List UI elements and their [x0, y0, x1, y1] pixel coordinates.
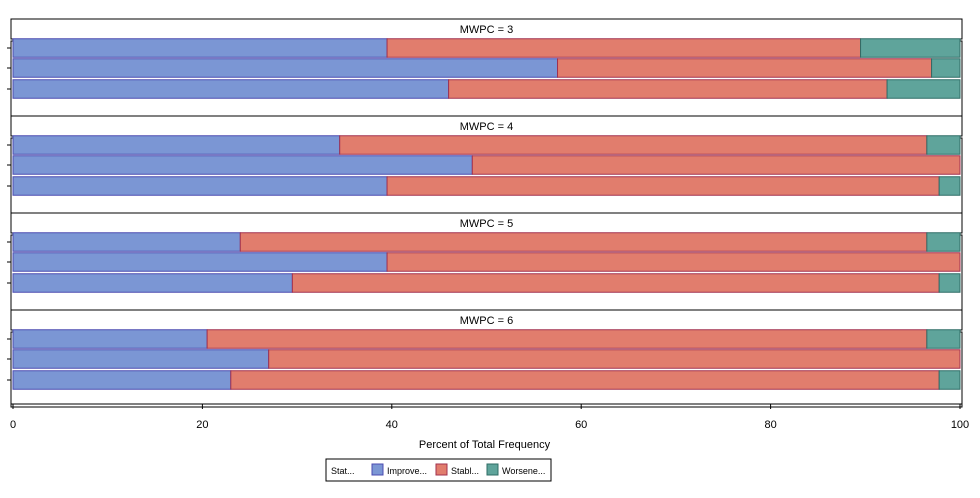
bar-segment: [926, 232, 961, 252]
bar-segment: [557, 58, 933, 78]
bar-segment: [12, 273, 293, 293]
bar-segment: [386, 38, 862, 58]
legend-entry-label: Worsene...: [502, 466, 545, 476]
panel-title: MWPC = 5: [460, 218, 513, 230]
bar-segment: [448, 79, 888, 99]
bar-segment: [12, 38, 388, 58]
bar-segment: [12, 58, 559, 78]
bar-segment: [12, 329, 208, 349]
bar-segment: [230, 370, 940, 390]
bar-segment: [12, 155, 473, 175]
legend-swatch: [486, 463, 499, 476]
panel-title: MWPC = 6: [460, 315, 513, 327]
bar-segment: [926, 135, 961, 155]
bar-segment: [339, 135, 928, 155]
bar-segment: [938, 370, 961, 390]
bar-segment: [886, 79, 961, 99]
bar-segment: [938, 176, 961, 196]
legend-swatch: [435, 463, 448, 476]
bar-segment: [386, 176, 940, 196]
bar-segment: [926, 329, 961, 349]
x-tick-label: 80: [764, 419, 776, 431]
x-tick-label: 20: [196, 419, 208, 431]
x-tick-label: 100: [951, 419, 969, 431]
legend-title: Stat...: [331, 466, 355, 476]
bar-segment: [12, 232, 241, 252]
bar-segment: [12, 135, 341, 155]
bar-segment: [471, 155, 961, 175]
bar-segment: [860, 38, 961, 58]
bar-segment: [239, 232, 928, 252]
legend-entry-label: Improve...: [387, 466, 427, 476]
x-tick-label: 40: [386, 419, 398, 431]
legend-swatch: [371, 463, 384, 476]
x-tick-label: 60: [575, 419, 587, 431]
bar-segment: [938, 273, 961, 293]
bar-segment: [12, 370, 232, 390]
panel-title: MWPC = 3: [460, 24, 513, 36]
x-tick-label: 0: [10, 419, 16, 431]
bar-segment: [206, 329, 928, 349]
bar-segment: [12, 349, 270, 369]
legend-entry-label: Stabl...: [451, 466, 479, 476]
bar-segment: [12, 79, 450, 99]
bar-segment: [386, 252, 961, 272]
bar-segment: [931, 58, 961, 78]
bar-segment: [291, 273, 940, 293]
x-axis-label: Percent of Total Frequency: [419, 439, 551, 451]
panel-title: MWPC = 4: [460, 121, 513, 133]
bar-segment: [268, 349, 961, 369]
bar-segment: [12, 252, 388, 272]
bar-segment: [12, 176, 388, 196]
